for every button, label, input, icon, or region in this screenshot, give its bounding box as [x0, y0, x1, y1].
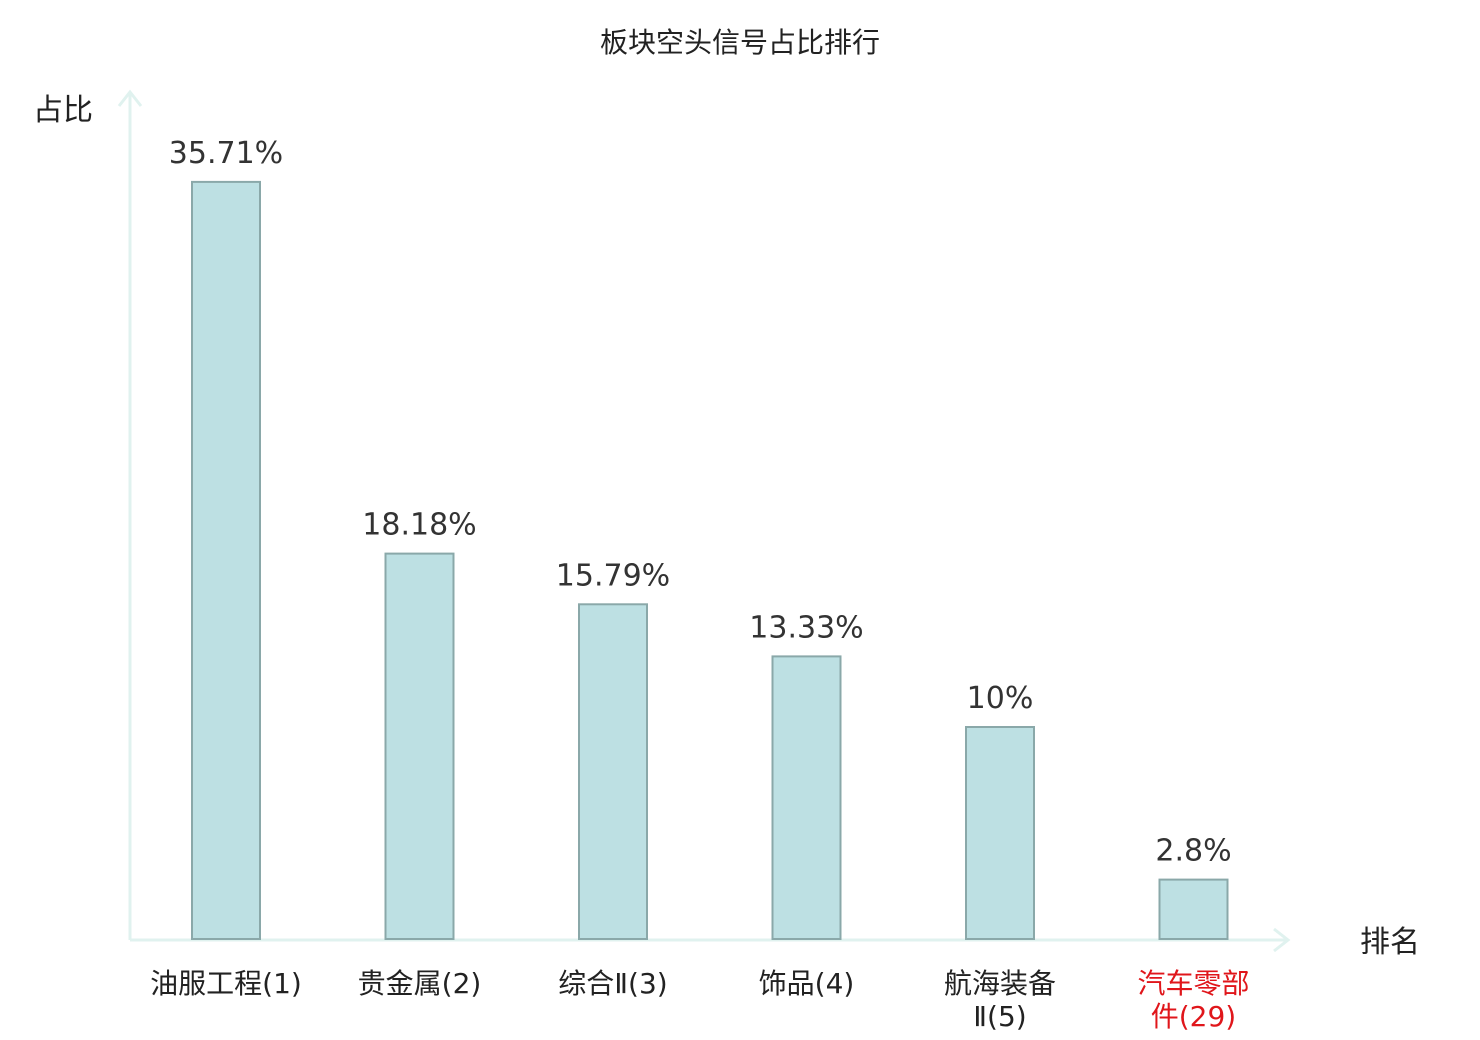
chart-title: 板块空头信号占比排行 — [600, 26, 880, 59]
category-label: 饰品(4) — [759, 967, 855, 1000]
x-axis-arrow-icon — [1273, 927, 1291, 953]
category-label: 贵金属(2) — [358, 967, 482, 1000]
bar — [771, 655, 842, 941]
bar-value-label: 35.71% — [169, 136, 283, 171]
bar — [578, 603, 648, 940]
bar — [965, 726, 1035, 940]
x-axis-label: 排名 — [1360, 925, 1420, 960]
bar-value-label: 2.8% — [1155, 834, 1231, 869]
category-label: 汽车零部 — [1137, 967, 1249, 1000]
bar — [1158, 878, 1229, 940]
bar-value-label: 10% — [967, 681, 1034, 716]
bar-value-label: 13.33% — [749, 610, 863, 645]
axes — [117, 89, 1291, 953]
bar — [384, 552, 455, 940]
bar-value-label: 18.18% — [362, 508, 476, 543]
category-label: 件(29) — [1151, 1000, 1236, 1033]
category-label: 综合Ⅱ(3) — [558, 967, 667, 1000]
bar-value-label: 15.79% — [556, 558, 670, 593]
value-labels-group: 35.71% 18.18% 15.79% 13.33% 10% 2.8% — [169, 136, 1232, 869]
y-axis-label: 占比 — [33, 93, 93, 128]
category-label: 油服工程(1) — [150, 967, 302, 1000]
category-label: Ⅱ(5) — [973, 1000, 1026, 1033]
bar — [191, 180, 261, 940]
bars-group — [191, 180, 1229, 941]
y-axis-arrow-icon — [117, 89, 143, 107]
category-label: 航海装备 — [944, 967, 1056, 1000]
